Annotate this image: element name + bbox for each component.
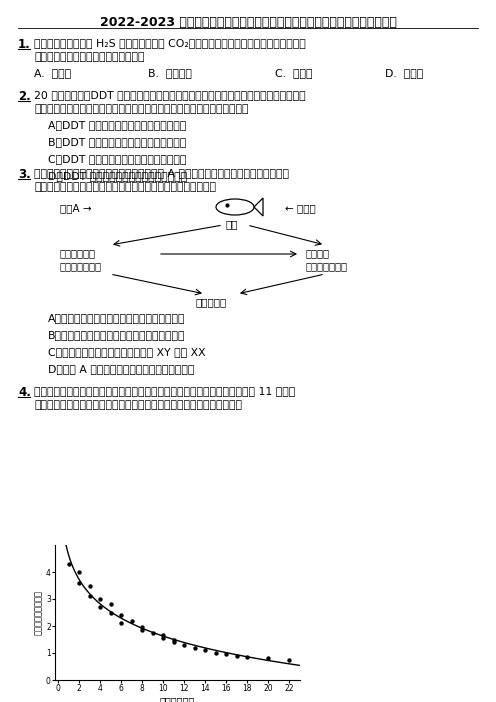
Text: C.  蓝细菌: C. 蓝细菌 [275, 68, 312, 78]
Point [96, 593, 104, 604]
Text: 我国研究团队发现，两种常见水体污染物双酚 A 和雌二醇会造成雄鱼雌性化（如图），: 我国研究团队发现，两种常见水体污染物双酚 A 和雌二醇会造成雄鱼雌性化（如图）， [34, 168, 289, 178]
Text: 2022-2023 学年福建省莆田市仙游县枝亭中学高二下学期第一次月考生物试题: 2022-2023 学年福建省莆田市仙游县枝亭中学高二下学期第一次月考生物试题 [100, 16, 396, 29]
Text: D．双酚 A 和雌二醇污染会导致鱼群出生率改变: D．双酚 A 和雌二醇污染会导致鱼群出生率改变 [48, 364, 194, 374]
Point [86, 580, 94, 591]
Point [233, 650, 241, 661]
Text: A．DDT 会沿着食物链逐渐在生物体内聚集: A．DDT 会沿着食物链逐渐在生物体内聚集 [48, 120, 186, 130]
Point [159, 633, 167, 644]
Text: 易被分解，现在很多国家和地区已经禁止使用，下列相关说法错误的是（）: 易被分解，现在很多国家和地区已经禁止使用，下列相关说法错误的是（） [34, 104, 248, 114]
Text: 2.: 2. [18, 90, 31, 103]
Text: 并创新性地提出了代谢雌性化的概念，下列推测不合理的是（）: 并创新性地提出了代谢雌性化的概念，下列推测不合理的是（） [34, 182, 216, 192]
Text: C．雌性化的雄鱼性染色体组成会由 XY 变为 XX: C．雌性化的雄鱼性染色体组成会由 XY 变为 XX [48, 347, 206, 357]
Point [212, 647, 220, 658]
Point [75, 567, 83, 578]
Point [170, 634, 178, 645]
Text: （生殖雌性化）: （生殖雌性化） [305, 261, 347, 271]
Text: 精巢委缩: 精巢委缩 [305, 248, 329, 258]
Text: B．DDT 的使用使蚊蝇产生了抗药性的变异: B．DDT 的使用使蚊蝇产生了抗药性的变异 [48, 137, 186, 147]
Text: C．DDT 使蚊蝇种群的基因频率发生了变化: C．DDT 使蚊蝇种群的基因频率发生了变化 [48, 154, 186, 164]
Point [191, 642, 199, 654]
Text: 雌鱼样性化: 雌鱼样性化 [195, 297, 226, 307]
Point [222, 649, 230, 660]
Text: 体内脂肪积累: 体内脂肪积累 [60, 248, 96, 258]
Point [264, 653, 272, 664]
Text: D.  酵母菌: D. 酵母菌 [385, 68, 423, 78]
Point [170, 637, 178, 648]
Text: D．DDT 可通过生物迁移等途径扩散到各地: D．DDT 可通过生物迁移等途径扩散到各地 [48, 171, 187, 181]
Point [149, 627, 157, 638]
X-axis label: 植物物种数量: 植物物种数量 [160, 696, 195, 702]
Text: 3.: 3. [18, 168, 31, 181]
Y-axis label: 植物生物量波动幅度: 植物生物量波动幅度 [34, 590, 43, 635]
Point [138, 625, 146, 636]
Point [96, 602, 104, 613]
Point [201, 644, 209, 656]
Point [286, 654, 294, 665]
Point [244, 651, 251, 663]
Point [117, 618, 125, 629]
Point [64, 558, 72, 569]
Point [117, 609, 125, 621]
Point [107, 607, 115, 618]
Point [107, 599, 115, 610]
Text: 生态系统中属于同一组成成分的是（）: 生态系统中属于同一组成成分的是（） [34, 52, 144, 62]
Text: 植物各生物量的波动情况，绘制如下关系图，下列相关叙述错误的是（）: 植物各生物量的波动情况，绘制如下关系图，下列相关叙述错误的是（） [34, 400, 242, 410]
Text: B.  大肠杆菌: B. 大肠杆菌 [148, 68, 192, 78]
Point [159, 630, 167, 641]
Text: 贝日阿托菌利用氧化 H₂S 产生的能量固定 CO₂合成有机物，下列微生物与贝日阿托菌在: 贝日阿托菌利用氧化 H₂S 产生的能量固定 CO₂合成有机物，下列微生物与贝日阿… [34, 38, 306, 48]
Point [181, 640, 188, 651]
Text: A．雌性化的雄鱼体型会比正常雄鱼的体型偏大: A．雌性化的雄鱼体型会比正常雄鱼的体型偏大 [48, 313, 186, 323]
Polygon shape [254, 198, 263, 216]
Point [75, 577, 83, 588]
Text: ← 雌二醇: ← 雌二醇 [285, 203, 316, 213]
Text: （代谢雌性化）: （代谢雌性化） [60, 261, 102, 271]
Text: B．雌性化的雄鱼雄性激素分泌比正常雄鱼减少: B．雌性化的雄鱼雄性激素分泌比正常雄鱼减少 [48, 330, 186, 340]
Text: A.  乳酸菌: A. 乳酸菌 [34, 68, 71, 78]
Point [128, 615, 136, 626]
Text: 20 世纪上半叶，DDT 在防止农业病虫害和蚊蝇传播疾病中发挥了一定作用，但由于它不: 20 世纪上半叶，DDT 在防止农业病虫害和蚊蝇传播疾病中发挥了一定作用，但由于… [34, 90, 306, 100]
Text: 1.: 1. [18, 38, 31, 51]
Point [86, 590, 94, 602]
Point [138, 622, 146, 633]
Text: 研究人员对草原上若干样地进行监控，记录每块样地中植物物种数量，并连续 11 年测量: 研究人员对草原上若干样地进行监控，记录每块样地中植物物种数量，并连续 11 年测… [34, 386, 295, 396]
Text: 4.: 4. [18, 386, 31, 399]
Text: 雄鱼: 雄鱼 [225, 219, 238, 229]
Text: 双酚A →: 双酚A → [60, 203, 92, 213]
